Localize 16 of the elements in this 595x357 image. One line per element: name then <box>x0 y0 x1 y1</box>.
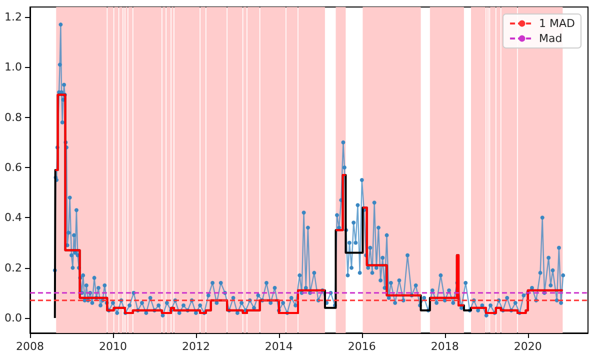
x-tick-label: 2014 <box>264 340 293 353</box>
x-tick-label: 2018 <box>430 340 459 353</box>
legend-label: 1 MAD <box>539 17 576 30</box>
y-tick-label: 1.2 <box>4 10 22 24</box>
x-tick-label: 2010 <box>98 340 127 353</box>
y-tick-label: 0.6 <box>4 160 22 174</box>
y-tick-label: 0.8 <box>4 110 22 124</box>
x-tick-label: 2016 <box>348 340 376 353</box>
y-tick-label: 0.4 <box>4 211 22 224</box>
y-tick-label: 1.0 <box>4 60 22 74</box>
x-tick-label: 2012 <box>182 340 210 353</box>
x-tick-label: 2020 <box>514 340 542 353</box>
y-tick-label: 0.2 <box>4 261 22 274</box>
legend-label: Mad <box>539 32 562 45</box>
x-tick-label: 2008 <box>16 340 44 353</box>
y-tick-label: 0.0 <box>4 311 22 324</box>
